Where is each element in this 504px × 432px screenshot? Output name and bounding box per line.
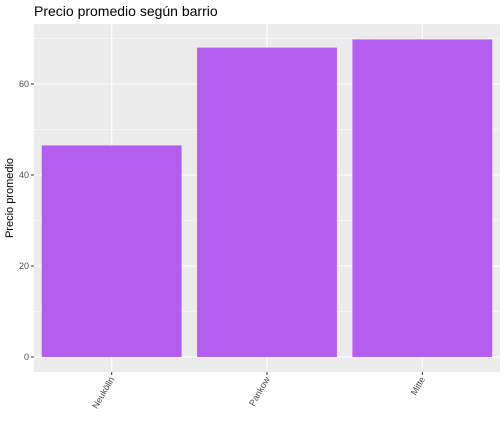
x-tick-label: Neukölln	[90, 375, 116, 410]
y-axis: 0 20 40 60	[19, 79, 34, 362]
chart-title: Precio promedio según barrio	[34, 3, 218, 19]
x-tick-label: Mitte	[409, 375, 427, 397]
y-tick-label: 40	[19, 170, 29, 180]
y-tick-label: 0	[24, 352, 29, 362]
x-axis: Neukölln Pankow Mitte	[90, 372, 427, 410]
bars	[41, 39, 493, 357]
y-axis-title: Precio promedio	[4, 158, 16, 238]
bar	[352, 39, 493, 357]
bar	[197, 47, 337, 357]
bar	[41, 145, 182, 357]
y-tick-label: 60	[19, 79, 29, 89]
x-tick-label: Pankow	[247, 375, 272, 408]
y-tick-label: 20	[19, 261, 29, 271]
